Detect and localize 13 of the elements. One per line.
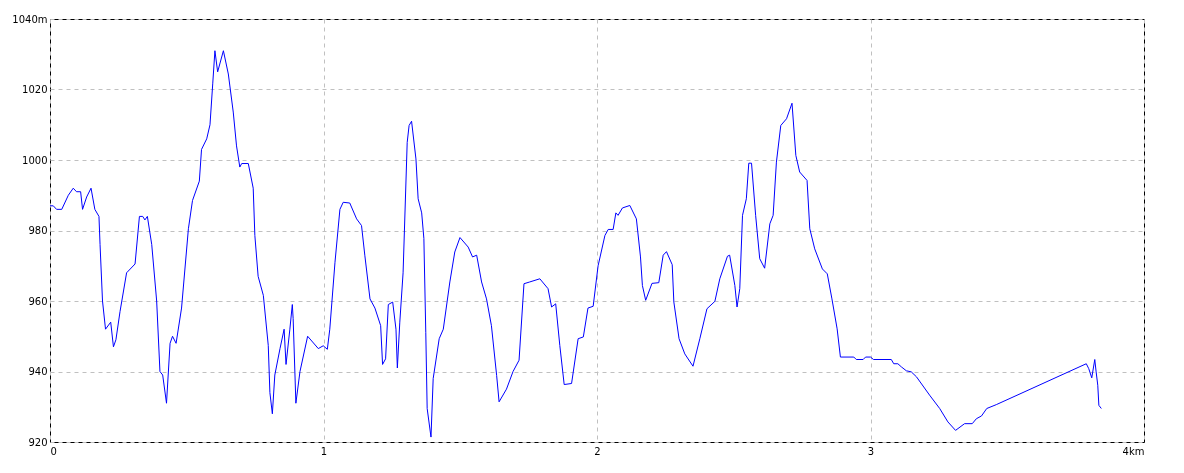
y-tick-label: 1000	[22, 154, 48, 166]
y-tick-label: 960	[28, 295, 48, 307]
y-tick-label: 980	[28, 225, 48, 236]
y-tick-label: 940	[28, 366, 48, 377]
x-tick-label: 1	[320, 445, 328, 457]
line-series	[49, 50, 1102, 438]
x-tick-label: 0	[50, 445, 57, 457]
y-tick-label: 920	[28, 436, 48, 448]
x-tick-label: 4km	[1122, 445, 1145, 457]
x-tick-label: 3	[867, 445, 875, 457]
y-tick-label: 1020	[22, 84, 48, 95]
y-tick-label: 1040m	[12, 13, 48, 25]
x-tick-label: 2	[594, 445, 601, 457]
